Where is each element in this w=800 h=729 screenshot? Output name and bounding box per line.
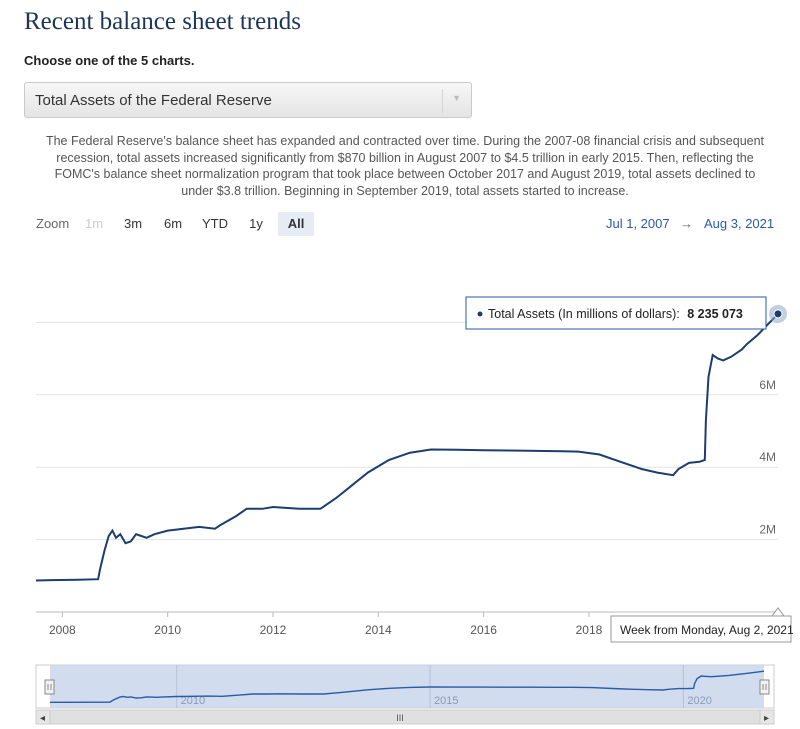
navigator[interactable]: 2010 2015 2020 [35, 664, 775, 709]
zoom-6m-button[interactable]: 6m [163, 216, 183, 231]
select-divider [442, 89, 443, 113]
page-title: Recent balance sheet trends [24, 8, 301, 35]
navigator-left-handle[interactable] [44, 679, 55, 695]
scroll-left-arrow-icon[interactable]: ◂ [40, 713, 45, 724]
svg-text:Total Assets (In millions of d: Total Assets (In millions of dollars): 8… [488, 307, 743, 321]
tooltip: Total Assets (In millions of dollars): 8… [465, 296, 767, 330]
x-tick-label: 2014 [365, 623, 392, 637]
scroll-right-arrow-icon[interactable]: ▸ [764, 713, 769, 724]
chart-select[interactable]: Total Assets of the Federal Reserve ▼ [24, 82, 472, 118]
tooltip-bullet-icon [477, 311, 483, 317]
zoom-3m-button[interactable]: 3m [123, 216, 143, 231]
crosshair-date: Week from Monday, Aug 2, 2021 [620, 623, 794, 637]
range-to-date[interactable]: Aug 3, 2021 [704, 216, 775, 231]
zoom-all-button[interactable]: All [278, 212, 314, 236]
navigator-selection[interactable] [50, 665, 764, 708]
scroll-right-button[interactable] [759, 709, 775, 725]
range-arrow: → [680, 216, 693, 231]
chart-chooser-label: Choose one of the 5 charts. [24, 53, 195, 68]
scrollbar[interactable]: ◂ III ▸ [35, 709, 775, 725]
zoom-label: Zoom [36, 216, 70, 231]
scrollbar-grip-icon: III [396, 713, 404, 723]
chart-select-value: Total Assets of the Federal Reserve [35, 92, 272, 109]
navigator-tick-label: 2010 [181, 695, 205, 707]
chevron-down-icon[interactable]: ▼ [452, 93, 461, 103]
navigator-tick-label: 2020 [687, 695, 711, 707]
tooltip-label: Total Assets (In millions of dollars): [488, 307, 680, 321]
y-tick-label: 4M [759, 450, 776, 464]
range-from-date[interactable]: Jul 1, 2007 [606, 216, 670, 231]
y-tick-label: 6M [759, 378, 776, 392]
y-tick-label: 2M [759, 523, 776, 537]
zoom-1m-button[interactable]: 1m [84, 216, 104, 231]
zoom-ytd-button[interactable]: YTD [202, 216, 228, 231]
x-tick-label: 2018 [576, 623, 603, 637]
scrollbar-thumb[interactable] [49, 709, 761, 725]
x-tick-label: 2008 [49, 623, 76, 637]
x-tick-label: 2012 [260, 623, 287, 637]
total-assets-line [35, 313, 779, 582]
x-tick-label: 2010 [154, 623, 181, 637]
total-assets-chart[interactable]: 2008 2010 2012 2014 2016 2018 2M 4M 6M Week fro… [0, 240, 800, 729]
chart-description: The Federal Reserve's balance sheet has … [45, 134, 765, 198]
zoom-1y-button[interactable]: 1y [249, 216, 263, 231]
navigator-tick-label: 2015 [434, 695, 458, 707]
crosshair-label: Week from Monday, Aug 2, 2021 [610, 607, 794, 643]
navigator-line [50, 670, 765, 703]
tooltip-value: 8 235 073 [687, 307, 743, 321]
hover-marker [773, 309, 783, 319]
x-tick-label: 2016 [470, 623, 497, 637]
navigator-right-handle[interactable] [759, 679, 770, 695]
